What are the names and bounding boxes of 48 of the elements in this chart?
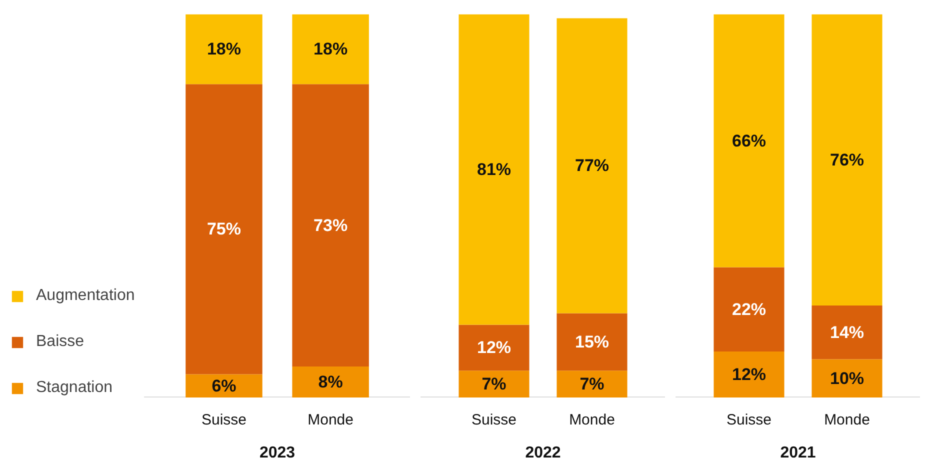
legend-label: Augmentation	[36, 287, 135, 305]
x-axis-title: 2021	[780, 444, 816, 462]
data-label: 12%	[732, 365, 766, 384]
data-label: 75%	[206, 220, 242, 239]
bar	[556, 313, 628, 371]
data-label: 66%	[732, 131, 766, 150]
x-tick-label: Monde	[308, 412, 354, 428]
bar	[556, 370, 628, 398]
bar	[714, 352, 784, 398]
data-label: 12%	[476, 338, 512, 358]
bar	[292, 14, 369, 84]
data-label: 8%	[318, 372, 343, 392]
bar	[714, 14, 784, 268]
bar	[812, 359, 882, 398]
data-label: 10%	[830, 368, 864, 388]
x-tick-label: Suisse	[726, 412, 772, 428]
data-label: 15%	[574, 332, 610, 352]
data-label: 73%	[314, 216, 348, 235]
x-axis-title: 2022	[525, 444, 561, 462]
data-label: 7%	[580, 374, 604, 394]
bar	[186, 14, 262, 84]
legend-label: Baisse	[36, 333, 84, 351]
bar	[458, 14, 530, 325]
bar	[714, 267, 784, 352]
data-label: 14%	[830, 322, 864, 342]
x-tick-label: Monde	[569, 412, 615, 428]
bar	[458, 370, 530, 398]
data-label: 18%	[314, 40, 348, 59]
x-axis-title: 2023	[259, 444, 296, 462]
bar	[292, 84, 369, 367]
bar	[186, 374, 262, 398]
x-tick-label: Suisse	[471, 412, 517, 428]
bar	[556, 18, 628, 314]
bar	[812, 306, 882, 360]
bar	[812, 14, 882, 306]
data-label: 81%	[476, 160, 512, 180]
data-label: 18%	[206, 40, 242, 59]
bar	[292, 366, 369, 398]
data-label: 77%	[574, 156, 610, 176]
legend-label: Stagnation	[36, 379, 113, 397]
data-label: 7%	[482, 374, 506, 394]
bar	[186, 84, 262, 374]
bar	[458, 324, 530, 371]
data-label: 22%	[732, 300, 766, 319]
x-tick-label: Monde	[824, 412, 870, 428]
data-label: 6%	[212, 376, 236, 396]
x-tick-label: Suisse	[201, 412, 247, 428]
data-label: 76%	[830, 150, 864, 170]
